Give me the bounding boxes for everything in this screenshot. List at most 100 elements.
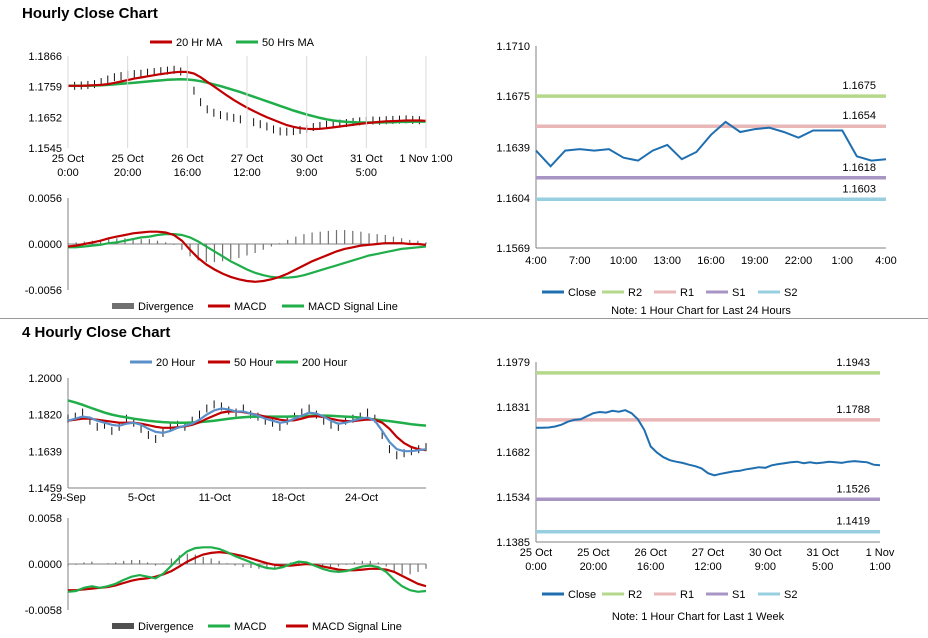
x-tick-label: 30 Oct [749,547,781,559]
x-tick-label: 5:00 [356,167,377,179]
x-tick-label: 24-Oct [345,492,378,504]
y-tick-label: 1.1652 [28,112,62,124]
four-hourly-section-title: 4 Hourly Close Chart [22,324,171,341]
x-tick-label: 12:00 [233,167,261,179]
y-tick-label: 1.2000 [28,373,62,385]
legend-label: S2 [784,287,797,299]
x-tick-label: 16:00 [637,561,665,573]
legend-label: S2 [784,589,797,601]
level-label-s2: 1.1419 [836,516,870,528]
y-tick-label: 0.0056 [28,193,62,205]
x-tick-label: 16:00 [697,255,725,267]
legend-label: 20 Hour [156,357,195,369]
y-tick-label: 1.1639 [28,446,62,458]
x-tick-label: 26 Oct [171,153,203,165]
hourly-close-24h-chart: 1.1710 1.1675 1.1639 1.1604 1.1569 1.1675 1.16… [496,41,896,317]
series-line-close [536,409,881,477]
x-tick-label: 25 Oct [111,153,143,165]
x-tick-label: 20:00 [580,561,608,573]
legend-label: S1 [732,287,745,299]
x-tick-label: 19:00 [741,255,769,267]
y-tick-label: 1.1820 [28,410,62,422]
legend-label: R1 [680,589,694,601]
series-line-signal [68,233,427,279]
legend-label: MACD Signal Line [308,301,398,313]
chart-note: Note: 1 Hour Chart for Last 24 Hours [611,305,791,317]
level-label-s1: 1.1526 [836,483,870,495]
legend-label: 50 Hrs MA [262,37,315,49]
chart-note: Note: 1 Hour Chart for Last 1 Week [612,611,785,623]
x-tick-label: 5:00 [812,561,833,573]
x-tick-label: 9:00 [755,561,776,573]
legend-swatch [112,623,134,629]
x-tick-label: 11-Oct [199,492,231,504]
x-tick-label: 25 Oct [52,153,84,165]
x-tick-label: 16:00 [174,167,202,179]
series-line-signal [68,550,427,592]
y-tick-label: 1.1569 [496,243,530,255]
x-tick-label: 22:00 [785,255,813,267]
x-tick-label: 30 Oct [290,153,322,165]
x-tick-label: 18-Oct [272,492,305,504]
hourly-macd-chart: 0.0056 0.0000 -0.0056 Divergence MACD MACD Si… [25,193,427,313]
x-tick-label: 29-Sep [50,492,85,504]
y-tick-label: 0.0000 [28,239,62,251]
four-hourly-macd-chart: 0.0058 0.0000 -0.0058 Divergence MACD MACD Si… [25,513,427,633]
x-tick-label: 25 Oct [577,547,609,559]
x-tick-label: 31 Oct [350,153,382,165]
hourly-price-chart: 1.1866 1.1759 1.1652 1.1545 20 Hr MA 50 Hrs M… [28,37,452,179]
x-tick-label: 27 Oct [692,547,724,559]
series-line-macd [67,230,427,283]
y-tick-label: -0.0058 [25,605,62,617]
x-tick-label: 25 Oct [520,547,552,559]
legend-label: MACD [234,301,266,313]
y-tick-label: 1.1385 [496,537,530,549]
legend-swatch [112,303,134,309]
legend-label: Close [568,287,596,299]
section-divider [0,318,928,319]
y-tick-label: 1.1682 [496,447,530,459]
x-tick-label: 7:00 [569,255,590,267]
x-tick-label: 5-Oct [128,492,155,504]
level-label-r1: 1.1654 [842,110,876,122]
x-tick-label: 1:00 [832,255,853,267]
legend-label: 50 Hour [234,357,273,369]
y-tick-label: -0.0056 [25,285,62,297]
x-tick-label: 1:00 [869,561,890,573]
x-tick-label: 20:00 [114,167,142,179]
x-tick-label: 1 Nov 1:00 [399,153,452,165]
y-tick-label: 1.1866 [28,51,62,63]
legend-label: Divergence [138,621,194,633]
x-tick-label: 1 Nov [866,547,895,559]
series-line-20-hour [67,407,427,453]
legend-label: MACD Signal Line [312,621,402,633]
y-tick-label: 0.0058 [28,513,62,525]
legend-label: Close [568,589,596,601]
x-tick-label: 13:00 [653,255,681,267]
y-tick-label: 1.1459 [28,483,62,495]
legend-label: 200 Hour [302,357,348,369]
y-tick-label: 1.1675 [496,91,530,103]
x-tick-label: 4:00 [875,255,896,267]
x-tick-label: 31 Oct [806,547,838,559]
y-tick-label: 1.1831 [496,402,530,414]
x-tick-label: 26 Oct [634,547,666,559]
level-label-r2: 1.1943 [836,357,870,369]
x-tick-label: 12:00 [694,561,722,573]
series-line-close [535,120,887,168]
legend-label: R2 [628,287,642,299]
y-tick-label: 1.1545 [28,143,62,155]
four-hourly-price-chart: 1.2000 1.1820 1.1639 1.1459 20 Hour 50 Hour 20… [28,357,427,504]
four-hourly-close-1w-chart: 1.1979 1.1831 1.1682 1.1534 1.1385 1.1943 1.17… [496,357,895,623]
series-line-macd [67,546,427,593]
x-tick-label: 9:00 [296,167,317,179]
hourly-section-title: Hourly Close Chart [22,5,158,22]
legend-label: R2 [628,589,642,601]
x-tick-label: 0:00 [57,167,78,179]
y-tick-label: 1.1759 [28,82,62,94]
legend-label: Divergence [138,301,194,313]
legend-label: R1 [680,287,694,299]
y-tick-label: 1.1639 [496,143,530,155]
legend-label: 20 Hr MA [176,37,223,49]
y-tick-label: 1.1979 [496,357,530,369]
